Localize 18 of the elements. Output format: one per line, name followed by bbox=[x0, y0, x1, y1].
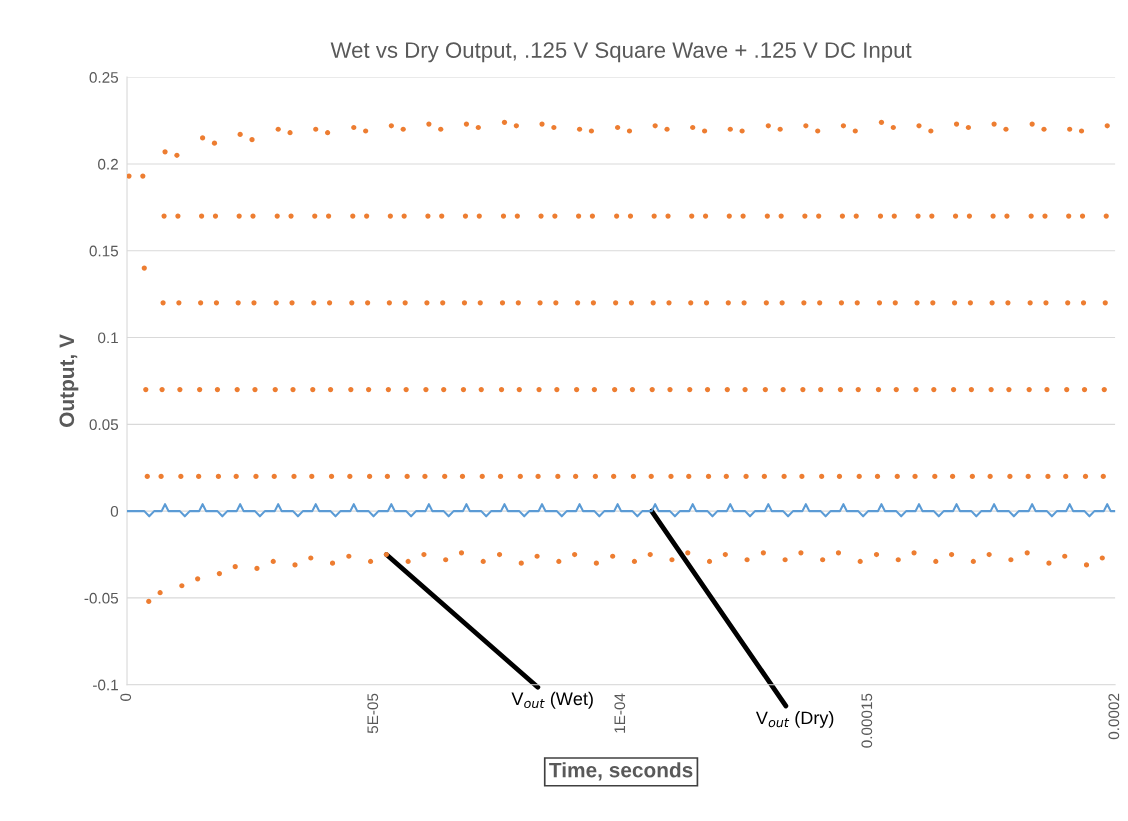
y-tick-label: 0.15 bbox=[89, 245, 119, 257]
y-axis-title: Output, V bbox=[59, 334, 79, 427]
annotation: V$_{out}$ (Wet) bbox=[511, 691, 593, 709]
y-tick-label: -0.1 bbox=[93, 679, 118, 691]
y-tick-label: 0.1 bbox=[98, 332, 118, 344]
x-tick-label: 0 bbox=[120, 693, 132, 701]
y-tick-label: -0.05 bbox=[84, 592, 119, 604]
x-axis-title: Time, seconds bbox=[549, 762, 693, 781]
chart-title: Wet vs Dry Output, .125 V Square Wave + .125 V DC Input bbox=[330, 42, 912, 63]
y-tick-label: 0.05 bbox=[89, 419, 119, 431]
x-tick-label: 0.00015 bbox=[861, 693, 873, 748]
annotation: V$_{out}$ (Dry) bbox=[755, 710, 834, 728]
y-tick-label: 0.2 bbox=[98, 158, 118, 170]
y-tick-label: 0 bbox=[110, 506, 119, 517]
x-tick-label: 0.0002 bbox=[1108, 693, 1120, 740]
x-tick-label: 5E-05 bbox=[367, 693, 379, 734]
x-tick-label: 1E-04 bbox=[614, 693, 626, 733]
y-tick-label: 0.25 bbox=[89, 72, 119, 83]
